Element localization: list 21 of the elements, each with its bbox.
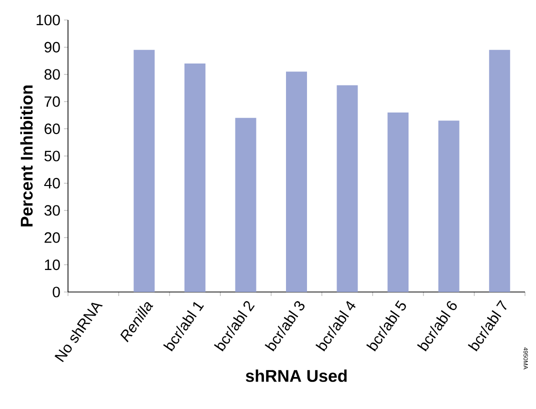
bar [388, 112, 409, 292]
y-tick-label: 90 [44, 42, 60, 52]
bar [134, 50, 155, 292]
y-tick-label: 100 [36, 14, 60, 26]
x-axis-title: shRNA Used [246, 369, 347, 382]
y-tick-label: 60 [44, 124, 60, 134]
bar [489, 50, 510, 292]
bar [286, 72, 307, 292]
y-tick-label: 30 [44, 205, 60, 216]
y-tick-label: 10 [45, 260, 60, 270]
y-tick-label: 0 [52, 286, 60, 298]
bar [184, 64, 206, 292]
y-tick-label: 40 [44, 178, 60, 188]
y-tick-label: 20 [44, 232, 60, 243]
y-tick-label: 50 [44, 150, 60, 162]
y-tick-label: 80 [44, 69, 60, 80]
y-axis-title: Percent Inhibition [20, 86, 33, 226]
bar [235, 118, 256, 292]
y-tick-label: 70 [44, 96, 60, 107]
bar [336, 85, 358, 292]
bar [438, 120, 460, 292]
